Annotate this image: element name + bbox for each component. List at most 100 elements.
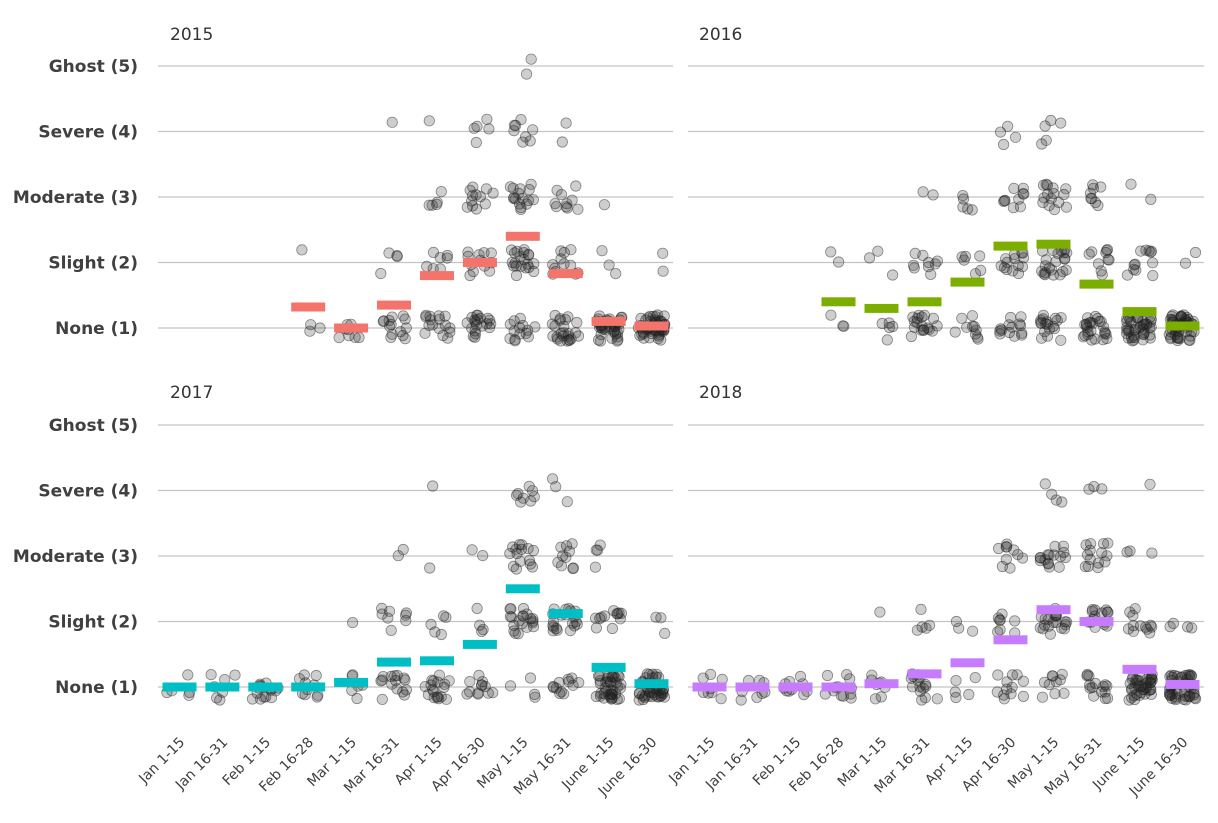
- data-point: [508, 192, 520, 204]
- data-point: [950, 615, 963, 628]
- data-point: [592, 334, 605, 346]
- data-point: [1127, 609, 1139, 622]
- data-point: [1103, 254, 1115, 266]
- data-point: [1054, 674, 1066, 686]
- data-point: [477, 549, 489, 562]
- data-point: [433, 322, 445, 334]
- data-point: [439, 310, 451, 322]
- data-point: [1007, 202, 1020, 214]
- data-point: [398, 689, 410, 701]
- data-point: [1043, 200, 1055, 212]
- data-point: [1189, 246, 1202, 259]
- data-point: [551, 624, 563, 636]
- mean-bar: [778, 682, 813, 692]
- data-point: [480, 183, 492, 195]
- data-point: [470, 203, 482, 215]
- data-point: [551, 184, 563, 196]
- y-tick-label: Severe (4): [38, 482, 138, 502]
- mean-bar: [1165, 679, 1200, 689]
- data-point: [517, 136, 529, 148]
- data-point: [966, 320, 979, 333]
- data-point: [1017, 675, 1030, 687]
- data-point: [567, 562, 580, 574]
- mean-bar: [1165, 321, 1200, 331]
- data-point: [998, 195, 1010, 207]
- data-point: [966, 625, 979, 637]
- data-point: [926, 325, 938, 337]
- data-point: [312, 689, 324, 701]
- data-point: [1046, 488, 1058, 500]
- data-point: [479, 198, 491, 210]
- data-point: [821, 669, 834, 682]
- data-point: [655, 334, 667, 346]
- data-point: [1140, 318, 1152, 330]
- data-point: [598, 199, 611, 211]
- data-point: [400, 607, 412, 619]
- data-point: [572, 330, 585, 342]
- data-point: [1009, 253, 1021, 265]
- data-point: [440, 693, 452, 705]
- data-point: [424, 562, 436, 574]
- data-point: [614, 613, 626, 625]
- data-point: [1016, 329, 1028, 341]
- data-point: [881, 334, 893, 346]
- data-point: [1059, 619, 1072, 631]
- data-point: [472, 687, 484, 699]
- data-point: [508, 125, 520, 137]
- data-point: [1096, 269, 1108, 281]
- data-point: [423, 115, 435, 127]
- data-point: [994, 614, 1006, 626]
- data-point: [925, 268, 937, 280]
- data-point: [1055, 334, 1067, 346]
- data-point: [1179, 257, 1192, 269]
- data-point: [425, 618, 437, 631]
- data-point: [528, 258, 540, 270]
- data-point: [461, 201, 473, 213]
- data-point: [1147, 269, 1159, 282]
- data-point: [205, 668, 217, 681]
- mean-bar: [692, 682, 727, 692]
- mean-bar: [821, 297, 856, 307]
- data-point: [428, 686, 440, 698]
- data-point: [1036, 332, 1048, 344]
- mean-bar: [864, 303, 899, 313]
- mean-bar: [548, 269, 583, 279]
- data-point: [420, 309, 432, 321]
- data-point: [957, 193, 970, 205]
- data-point: [464, 675, 476, 688]
- data-point: [470, 319, 483, 331]
- data-point: [504, 332, 516, 345]
- panel-title: 2018: [699, 383, 742, 403]
- data-point: [399, 313, 411, 325]
- data-point: [1128, 259, 1140, 271]
- data-point: [1145, 193, 1157, 205]
- data-point: [1102, 253, 1114, 266]
- data-point: [1182, 669, 1194, 681]
- data-point: [385, 624, 397, 637]
- data-point: [561, 496, 573, 508]
- y-tick-label: Ghost (5): [49, 416, 138, 436]
- data-point: [1014, 201, 1027, 213]
- data-point: [474, 619, 486, 631]
- data-point: [735, 694, 747, 706]
- data-point: [211, 692, 223, 704]
- data-point: [994, 328, 1006, 340]
- data-point: [376, 608, 388, 620]
- data-point: [972, 333, 984, 345]
- data-point: [1137, 334, 1149, 346]
- data-point: [518, 247, 530, 259]
- data-point: [476, 625, 488, 638]
- data-point: [794, 670, 807, 683]
- data-point: [528, 491, 540, 503]
- data-point: [522, 542, 534, 555]
- data-point: [1006, 681, 1018, 693]
- data-point: [562, 311, 574, 323]
- data-point: [435, 186, 447, 198]
- data-point: [560, 540, 573, 552]
- y-tick-label: None (1): [55, 319, 138, 339]
- data-point: [606, 622, 619, 635]
- data-point: [992, 669, 1004, 681]
- data-point: [1083, 483, 1095, 495]
- data-point: [962, 203, 974, 215]
- data-point: [1082, 560, 1094, 573]
